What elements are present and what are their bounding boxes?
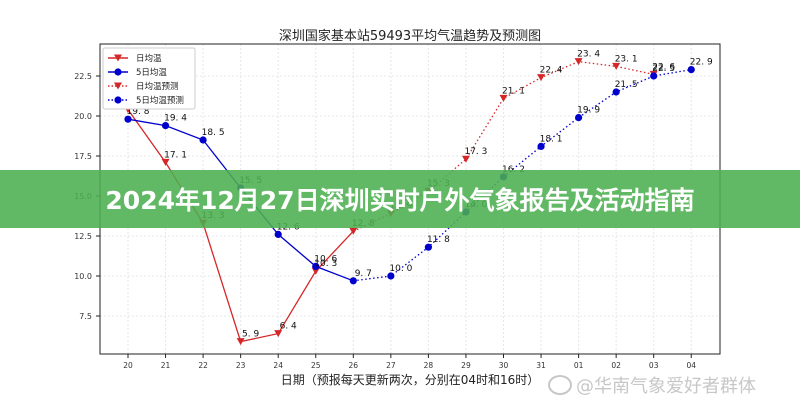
data-point (687, 66, 695, 74)
data-point (114, 82, 122, 90)
data-label: 19. 9 (577, 106, 600, 116)
data-point (461, 155, 470, 163)
data-point (236, 338, 245, 346)
x-tick-label: 28 (424, 361, 434, 370)
x-tick-label: 22 (198, 361, 208, 370)
data-point (574, 58, 583, 66)
data-label: 17. 3 (464, 147, 487, 157)
data-point (161, 122, 170, 130)
data-point (311, 267, 320, 275)
data-point (124, 115, 132, 123)
data-point (114, 96, 122, 104)
x-tick-label: 04 (686, 361, 696, 370)
data-label: 18. 1 (540, 134, 563, 144)
x-tick-label: 02 (611, 361, 621, 370)
y-tick-label: 12.5 (74, 232, 92, 241)
x-tick-label: 01 (574, 361, 584, 370)
watermark-text: @华南气象爱好者群体 (576, 376, 756, 397)
data-point (274, 330, 283, 338)
data-label: 21. 1 (502, 86, 525, 96)
data-label: 10. 0 (389, 264, 412, 274)
y-tick-label: 22.5 (74, 72, 92, 81)
data-label: 9. 7 (355, 269, 372, 279)
data-point (161, 158, 170, 166)
data-point (424, 243, 432, 251)
x-tick-label: 21 (161, 361, 171, 370)
data-label: 22. 4 (540, 66, 563, 76)
legend-label: 5日均温 (136, 67, 167, 78)
data-label: 22. 6 (652, 62, 675, 72)
data-point (612, 62, 621, 70)
data-label: 6. 4 (280, 322, 297, 332)
legend-label: 日均温 (136, 53, 162, 64)
data-point (312, 262, 320, 270)
data-point (114, 54, 122, 62)
data-point (650, 72, 658, 80)
data-point (274, 230, 282, 238)
data-point (575, 114, 583, 122)
watermark: @华南气象爱好者群体 (548, 372, 756, 398)
data-point (499, 94, 508, 102)
x-tick-label: 31 (536, 361, 546, 370)
data-label: 17. 1 (164, 150, 187, 160)
weibo-icon (548, 375, 572, 395)
y-tick-label: 10.0 (74, 272, 92, 281)
data-label: 11. 8 (427, 235, 450, 245)
y-tick-label: 17.5 (74, 152, 92, 161)
data-point (114, 68, 122, 76)
data-label: 10. 3 (314, 259, 337, 269)
x-axis-label: 日期（预报每天更新两次，分别在04时和16时） (281, 372, 540, 387)
data-label: 22. 9 (690, 58, 713, 68)
data-point (612, 88, 620, 96)
data-label: 19. 4 (164, 114, 187, 124)
data-point (537, 142, 545, 150)
data-point (537, 74, 546, 82)
data-point (387, 272, 395, 280)
x-tick-label: 27 (386, 361, 396, 370)
chart-title: 深圳国家基本站59493平均气温趋势及预测图 (279, 28, 541, 44)
x-tick-label: 25 (311, 361, 321, 370)
data-label: 21. 5 (615, 80, 638, 90)
x-tick-label: 24 (273, 361, 283, 370)
legend-box (102, 47, 196, 110)
x-tick-label: 20 (123, 361, 133, 370)
data-label: 5. 9 (242, 330, 259, 340)
data-label: 19. 8 (127, 107, 150, 117)
headline-banner: 2024年12月27日深圳实时户外气象报告及活动指南 (0, 170, 800, 228)
series-line (353, 68, 692, 282)
legend-label: 日均温预测 (136, 81, 179, 92)
x-axis: 20 21 22 23 24 25 26 27 28 29 30 31 01 02 03 04 (123, 354, 696, 370)
data-label: 23. 1 (615, 54, 638, 64)
legend-label: 5日均温预测 (136, 95, 184, 106)
data-label: 23. 4 (577, 50, 600, 60)
data-label: 10. 6 (314, 254, 337, 264)
x-tick-label: 26 (349, 361, 359, 370)
data-point (199, 136, 207, 144)
data-label: 18. 5 (202, 128, 225, 138)
data-label: 16. 2 (502, 165, 525, 175)
headline-text: 2024年12月27日深圳实时户外气象报告及活动指南 (105, 186, 695, 215)
data-label: 22. 5 (652, 64, 675, 74)
x-tick-label: 23 (236, 361, 246, 370)
y-tick-label: 20.0 (74, 112, 92, 121)
y-tick-label: 7.5 (79, 312, 92, 321)
x-tick-label: 03 (649, 361, 659, 370)
x-tick-label: 29 (461, 361, 471, 370)
x-tick-label: 30 (499, 361, 509, 370)
